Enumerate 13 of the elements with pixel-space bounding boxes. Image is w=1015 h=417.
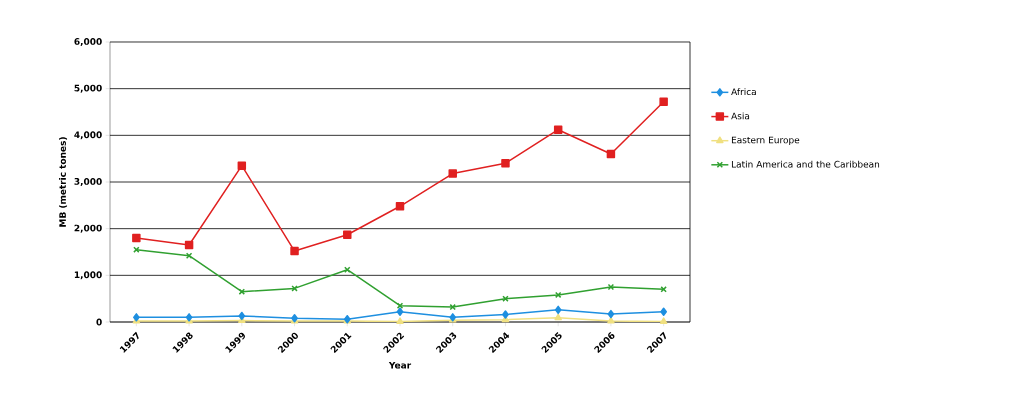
y-tick-label: 6,000: [74, 38, 102, 46]
legend-label: Africa: [731, 88, 756, 96]
legend-label: Eastern Europe: [731, 136, 800, 146]
y-tick-label: 2,000: [74, 224, 102, 233]
y-tick-label: 3,000: [74, 178, 102, 186]
y-tick-label: 4,000: [74, 131, 102, 140]
y-tick-label: 0: [96, 318, 102, 326]
legend-label: Latin America and the Caribbean: [731, 160, 880, 168]
y-tick-label: 5,000: [74, 84, 102, 93]
legend-label: Asia: [731, 112, 750, 120]
y-axis-title: MB (metric tones): [59, 137, 68, 227]
x-axis-title: Year: [388, 361, 412, 369]
y-tick-label: 1,000: [74, 271, 102, 280]
